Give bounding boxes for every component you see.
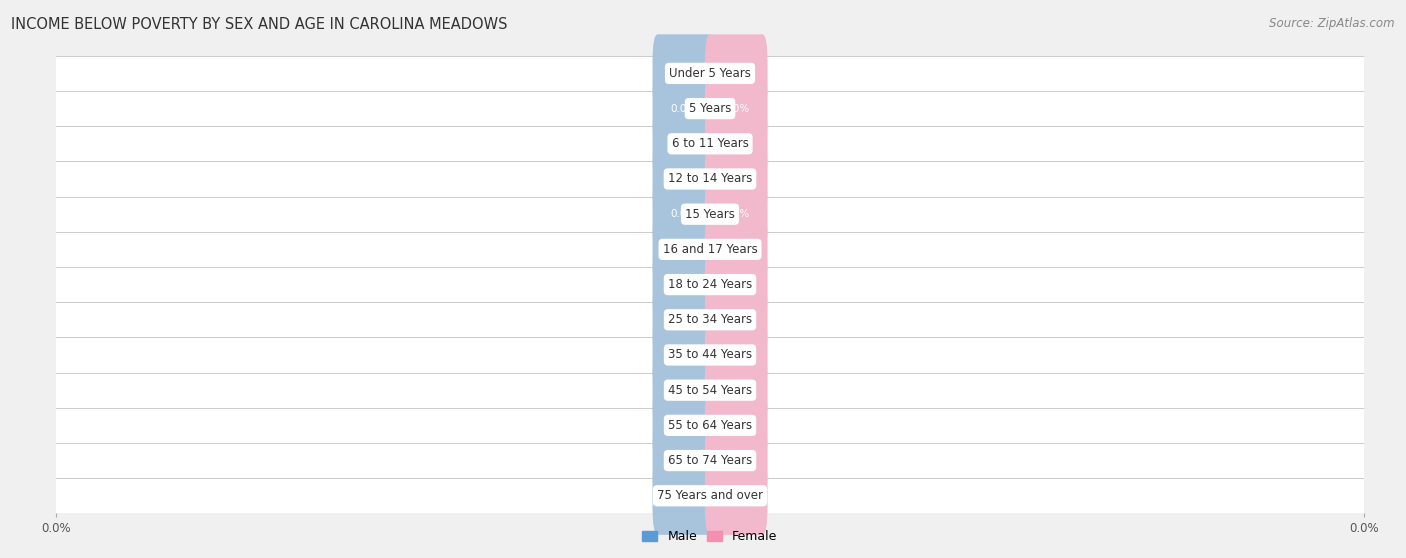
FancyBboxPatch shape bbox=[704, 421, 768, 499]
Text: 15 Years: 15 Years bbox=[685, 208, 735, 220]
FancyBboxPatch shape bbox=[652, 35, 716, 113]
Text: 0.0%: 0.0% bbox=[723, 315, 749, 325]
Text: 0.0%: 0.0% bbox=[671, 104, 697, 114]
FancyBboxPatch shape bbox=[652, 281, 716, 359]
Bar bbox=[56, 373, 1364, 408]
FancyBboxPatch shape bbox=[704, 105, 768, 183]
FancyBboxPatch shape bbox=[704, 386, 768, 464]
FancyBboxPatch shape bbox=[704, 35, 768, 113]
Text: 0.0%: 0.0% bbox=[723, 244, 749, 254]
FancyBboxPatch shape bbox=[652, 456, 716, 535]
Text: 35 to 44 Years: 35 to 44 Years bbox=[668, 349, 752, 362]
Text: 0.0%: 0.0% bbox=[671, 209, 697, 219]
Text: 0.0%: 0.0% bbox=[723, 455, 749, 465]
Text: Source: ZipAtlas.com: Source: ZipAtlas.com bbox=[1270, 17, 1395, 30]
FancyBboxPatch shape bbox=[704, 210, 768, 288]
Text: 0.0%: 0.0% bbox=[671, 315, 697, 325]
Bar bbox=[56, 56, 1364, 91]
Text: 0.0%: 0.0% bbox=[723, 69, 749, 78]
Text: 5 Years: 5 Years bbox=[689, 102, 731, 115]
Text: 65 to 74 Years: 65 to 74 Years bbox=[668, 454, 752, 467]
Bar bbox=[56, 126, 1364, 161]
FancyBboxPatch shape bbox=[652, 246, 716, 324]
FancyBboxPatch shape bbox=[704, 175, 768, 253]
Bar bbox=[56, 443, 1364, 478]
FancyBboxPatch shape bbox=[652, 351, 716, 429]
Text: 0.0%: 0.0% bbox=[671, 174, 697, 184]
Text: 55 to 64 Years: 55 to 64 Years bbox=[668, 419, 752, 432]
Text: 0.0%: 0.0% bbox=[723, 104, 749, 114]
Bar bbox=[56, 408, 1364, 443]
Text: 0.0%: 0.0% bbox=[671, 280, 697, 290]
Bar bbox=[56, 302, 1364, 338]
FancyBboxPatch shape bbox=[652, 386, 716, 464]
FancyBboxPatch shape bbox=[652, 421, 716, 499]
Text: INCOME BELOW POVERTY BY SEX AND AGE IN CAROLINA MEADOWS: INCOME BELOW POVERTY BY SEX AND AGE IN C… bbox=[11, 17, 508, 32]
Bar bbox=[56, 338, 1364, 373]
Text: 0.0%: 0.0% bbox=[723, 280, 749, 290]
Text: 0.0%: 0.0% bbox=[723, 139, 749, 149]
Bar bbox=[56, 478, 1364, 513]
Text: 0.0%: 0.0% bbox=[723, 209, 749, 219]
Text: 16 and 17 Years: 16 and 17 Years bbox=[662, 243, 758, 256]
Bar bbox=[56, 232, 1364, 267]
FancyBboxPatch shape bbox=[652, 140, 716, 218]
Text: 0.0%: 0.0% bbox=[671, 244, 697, 254]
FancyBboxPatch shape bbox=[652, 210, 716, 288]
Text: 18 to 24 Years: 18 to 24 Years bbox=[668, 278, 752, 291]
FancyBboxPatch shape bbox=[652, 175, 716, 253]
FancyBboxPatch shape bbox=[704, 70, 768, 148]
FancyBboxPatch shape bbox=[704, 246, 768, 324]
FancyBboxPatch shape bbox=[652, 316, 716, 394]
Text: 0.0%: 0.0% bbox=[671, 385, 697, 395]
Text: 0.0%: 0.0% bbox=[723, 174, 749, 184]
Text: Under 5 Years: Under 5 Years bbox=[669, 67, 751, 80]
Text: 0.0%: 0.0% bbox=[723, 491, 749, 501]
Bar bbox=[56, 161, 1364, 196]
Bar bbox=[56, 196, 1364, 232]
Text: 0.0%: 0.0% bbox=[723, 420, 749, 430]
FancyBboxPatch shape bbox=[704, 316, 768, 394]
Text: 0.0%: 0.0% bbox=[671, 139, 697, 149]
Text: 12 to 14 Years: 12 to 14 Years bbox=[668, 172, 752, 185]
FancyBboxPatch shape bbox=[652, 105, 716, 183]
Text: 0.0%: 0.0% bbox=[671, 350, 697, 360]
Text: 0.0%: 0.0% bbox=[723, 385, 749, 395]
Bar bbox=[56, 91, 1364, 126]
Text: 25 to 34 Years: 25 to 34 Years bbox=[668, 313, 752, 326]
Text: 0.0%: 0.0% bbox=[671, 69, 697, 78]
Text: 75 Years and over: 75 Years and over bbox=[657, 489, 763, 502]
Bar bbox=[56, 267, 1364, 302]
Text: 0.0%: 0.0% bbox=[671, 420, 697, 430]
FancyBboxPatch shape bbox=[704, 456, 768, 535]
Text: 0.0%: 0.0% bbox=[671, 455, 697, 465]
Text: 6 to 11 Years: 6 to 11 Years bbox=[672, 137, 748, 150]
FancyBboxPatch shape bbox=[652, 70, 716, 148]
Legend: Male, Female: Male, Female bbox=[637, 525, 783, 549]
FancyBboxPatch shape bbox=[704, 281, 768, 359]
FancyBboxPatch shape bbox=[704, 140, 768, 218]
FancyBboxPatch shape bbox=[704, 351, 768, 429]
Text: 0.0%: 0.0% bbox=[723, 350, 749, 360]
Text: 0.0%: 0.0% bbox=[671, 491, 697, 501]
Text: 45 to 54 Years: 45 to 54 Years bbox=[668, 384, 752, 397]
